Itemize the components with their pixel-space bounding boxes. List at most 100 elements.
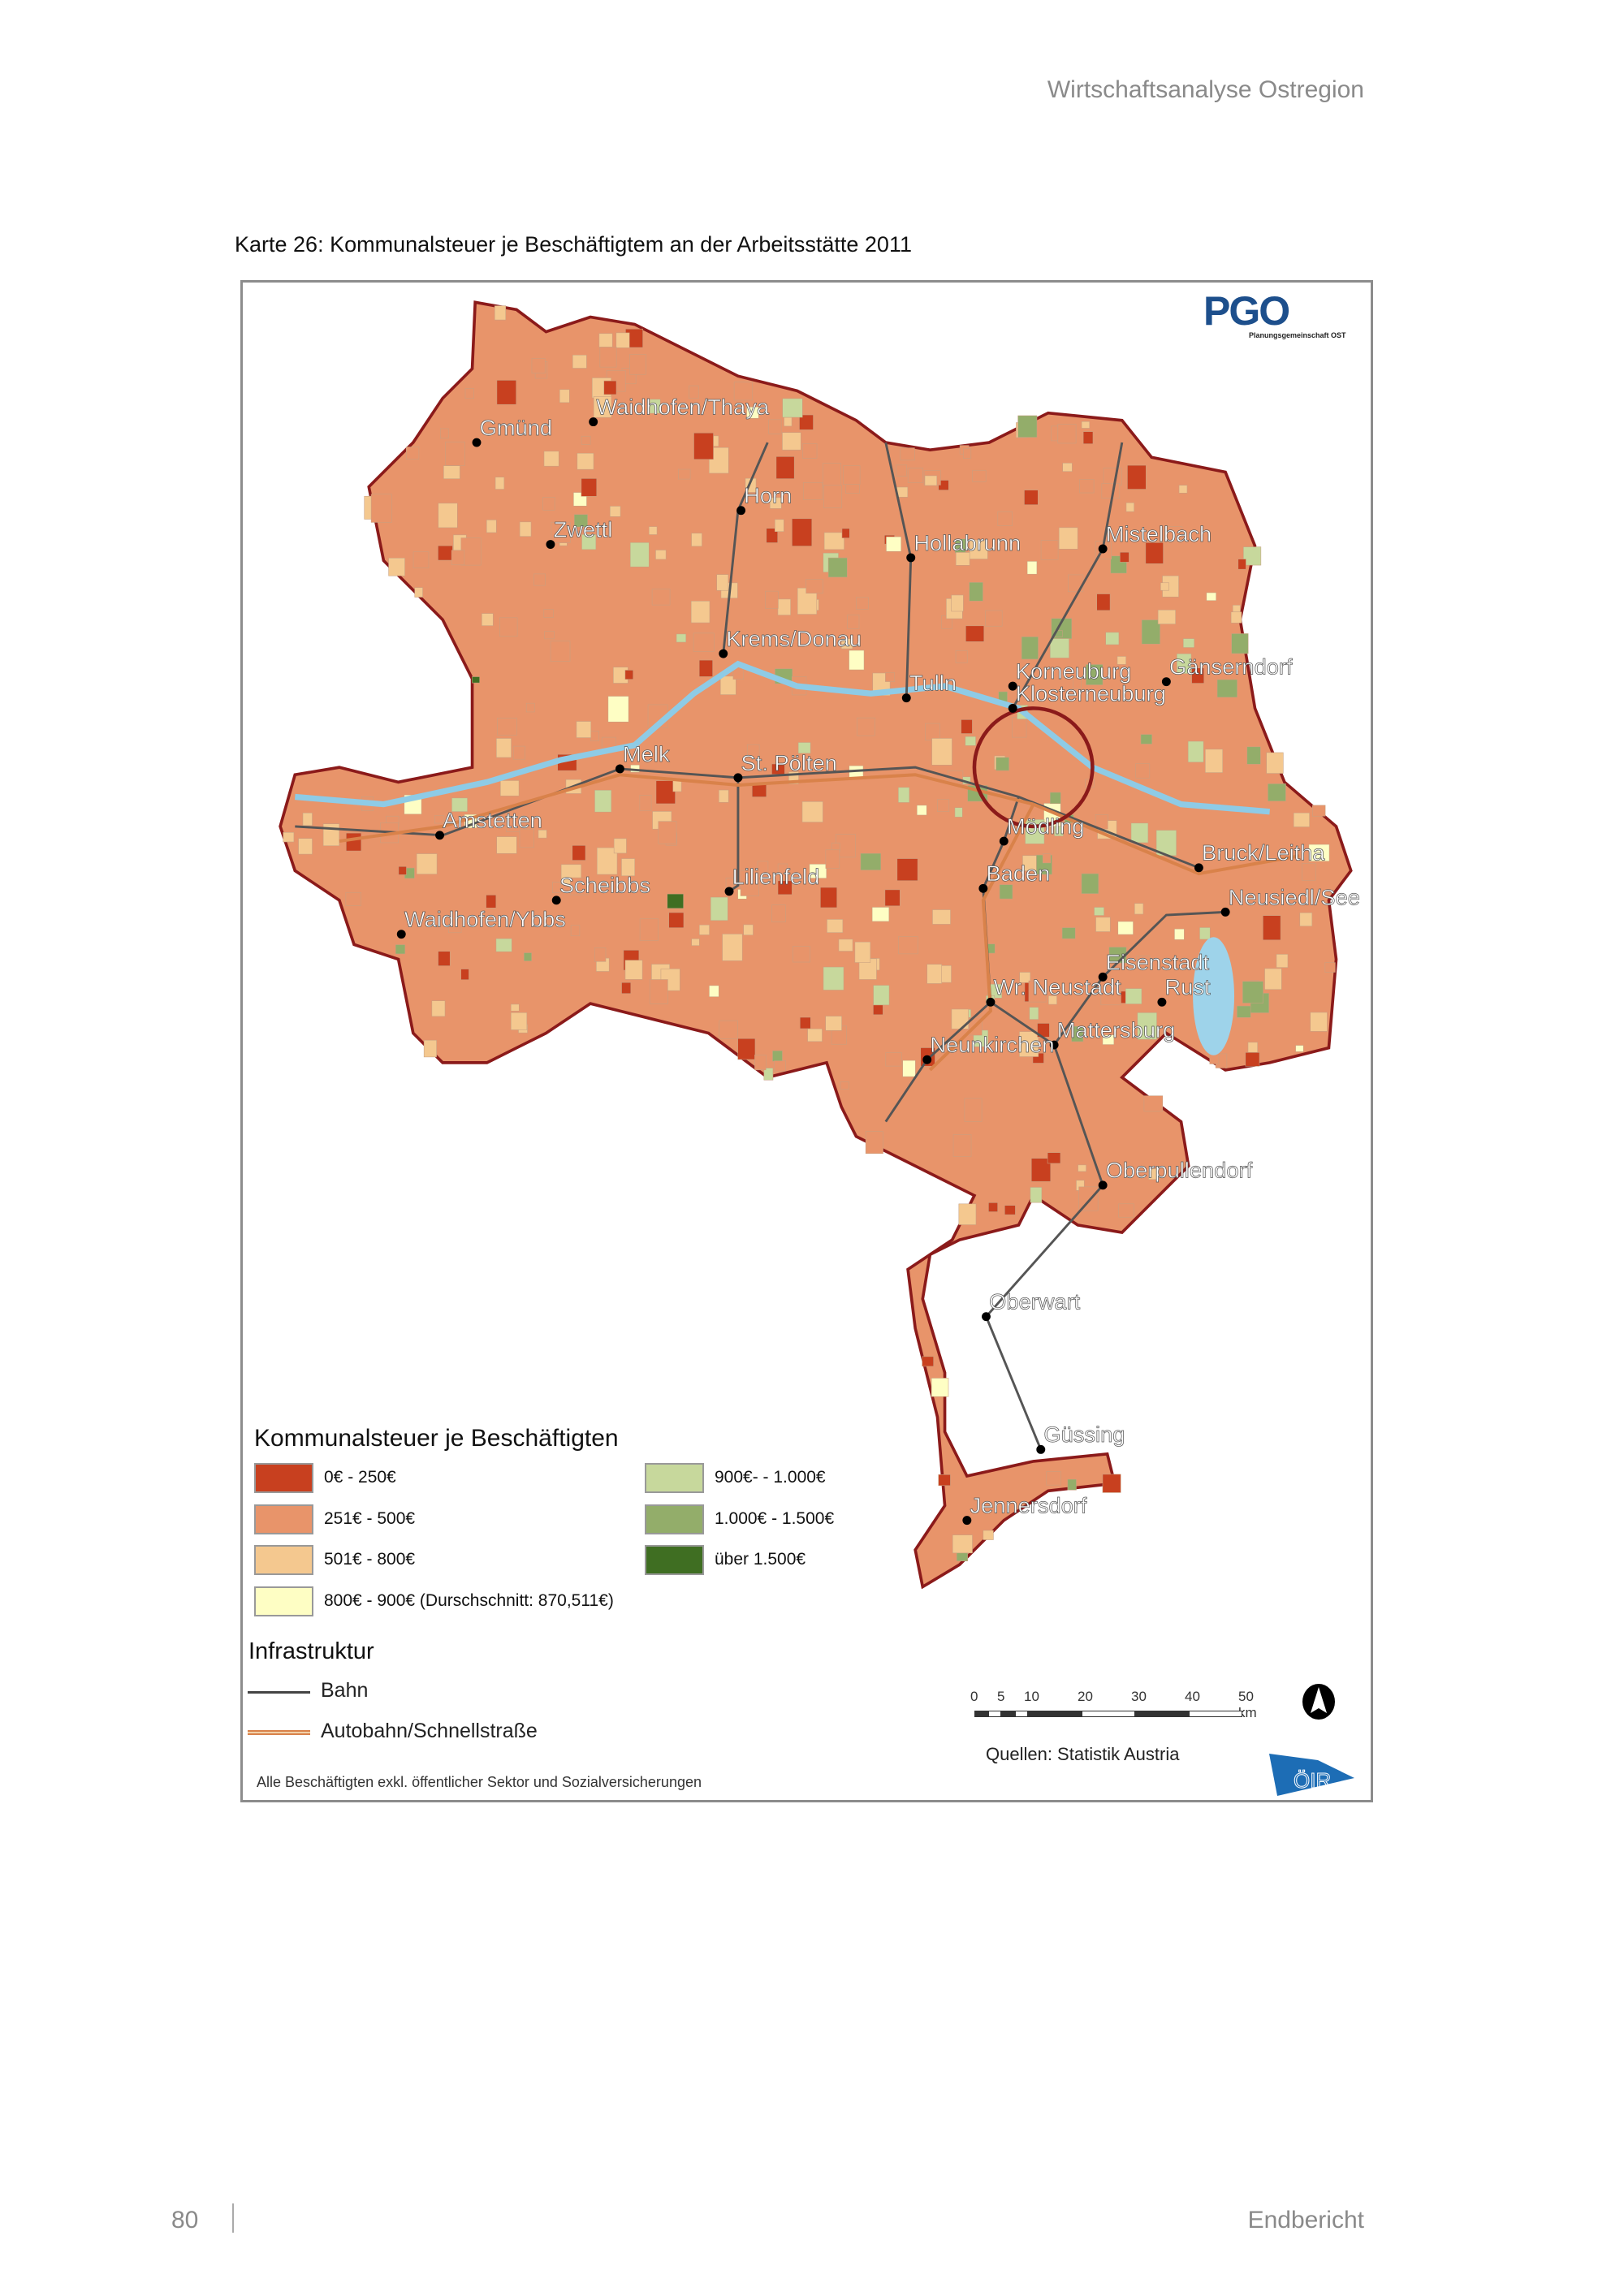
municipality [809, 864, 827, 878]
municipality [716, 574, 729, 591]
page-number: 80 [171, 2207, 199, 2233]
city-label: St. Pölten [741, 750, 837, 775]
municipality [964, 1098, 983, 1122]
municipality [1120, 551, 1129, 563]
municipality [1105, 632, 1120, 645]
city-label: Bruck/Leitha [1202, 840, 1325, 865]
municipality [931, 738, 952, 766]
municipality [1206, 592, 1216, 602]
municipality [346, 832, 362, 852]
municipality [1057, 424, 1077, 444]
municipality [958, 1203, 977, 1225]
municipality [655, 550, 667, 560]
municipality [1082, 431, 1094, 444]
municipality [486, 895, 497, 908]
municipality [856, 597, 869, 610]
city-marker [1220, 907, 1230, 917]
legend-swatch [254, 1504, 313, 1534]
municipality [544, 631, 555, 640]
city-marker [1194, 863, 1203, 873]
city-marker [589, 417, 598, 427]
municipality [1024, 490, 1039, 505]
municipality [954, 807, 963, 818]
municipality [577, 452, 594, 470]
municipality [1135, 956, 1151, 969]
municipality [1324, 962, 1336, 973]
municipality [722, 934, 743, 961]
highway-line-symbol [248, 1730, 310, 1735]
city-marker [435, 831, 444, 840]
municipality [1155, 830, 1177, 857]
municipality [482, 613, 494, 626]
municipality [648, 526, 658, 535]
municipality [1174, 928, 1185, 940]
municipality [985, 610, 1003, 627]
municipality [806, 579, 823, 594]
municipality [472, 676, 480, 684]
municipality [782, 432, 801, 451]
municipality [782, 398, 803, 418]
pgo-logo: PGO Planungsgemeinschaft OST [1203, 288, 1366, 343]
municipality [573, 514, 588, 528]
city-marker [1098, 544, 1108, 554]
municipality [486, 520, 497, 533]
region-outline [279, 300, 1353, 1590]
municipality [962, 448, 972, 459]
danube-river [294, 660, 1270, 815]
municipality [854, 941, 871, 963]
city-label: Gänserndorf [1169, 654, 1293, 680]
city-label: Amstetten [443, 808, 542, 833]
municipality [1295, 1045, 1304, 1052]
city-label: Gmünd [480, 415, 552, 440]
oir-logo: ÖIR [1269, 1754, 1354, 1796]
municipality [996, 757, 1009, 771]
city-label: Güssing [1043, 1422, 1125, 1447]
city-label: Tulln [909, 671, 957, 696]
municipality [388, 558, 405, 576]
legend-label: 0€ - 250€ [324, 1468, 396, 1487]
municipality [1148, 1168, 1158, 1180]
municipality [1302, 863, 1316, 881]
legend-label: 900€- - 1.000€ [715, 1468, 826, 1487]
municipality [621, 858, 635, 877]
municipality [499, 617, 518, 637]
municipality [624, 670, 634, 680]
city-marker [396, 930, 406, 939]
municipality [1127, 464, 1147, 490]
municipality [1182, 638, 1194, 648]
legend-label: 800€ - 900€ (Durschschnitt: 870,511€) [324, 1591, 614, 1610]
municipality [668, 912, 685, 929]
municipality [1101, 483, 1121, 498]
municipality [768, 419, 782, 434]
municipality [581, 435, 591, 445]
municipality [823, 485, 842, 508]
municipality [1067, 1478, 1077, 1491]
municipality [438, 951, 451, 966]
municipality [807, 1028, 823, 1042]
municipality [445, 441, 465, 466]
municipality [639, 918, 659, 941]
municipality [639, 795, 652, 811]
city-label: Lilienfeld [732, 864, 820, 889]
legend-swatch [645, 1504, 704, 1534]
scale-segment [1001, 1711, 1015, 1717]
city-marker [1008, 703, 1017, 713]
municipality [774, 1060, 786, 1072]
municipality [775, 519, 784, 532]
municipality [763, 1068, 774, 1081]
municipality [710, 896, 728, 921]
municipality [1096, 593, 1111, 611]
municipality [1078, 1186, 1099, 1211]
city-marker [724, 887, 734, 896]
city-label: Klosterneuburg [1016, 680, 1166, 706]
municipality [651, 589, 671, 606]
municipality [733, 382, 754, 401]
municipality [624, 960, 643, 980]
municipality [719, 1020, 738, 1039]
municipality [1237, 559, 1246, 570]
municipality [1047, 1152, 1061, 1164]
municipality [543, 451, 559, 467]
legend-label: über 1.500€ [715, 1550, 806, 1569]
municipality [1100, 986, 1121, 1006]
scale-tick-label: 10 [1024, 1689, 1039, 1704]
